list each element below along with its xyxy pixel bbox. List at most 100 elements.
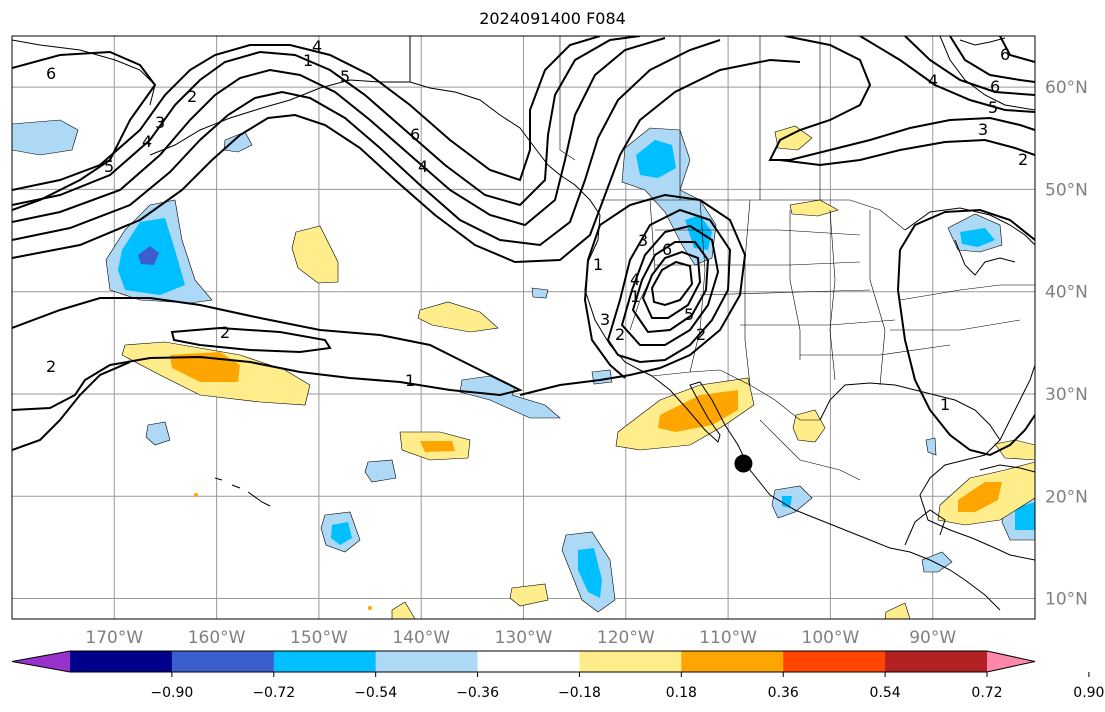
contour-line [949,36,1035,83]
contour-label: 6 [662,240,672,259]
colorbar-segment [273,651,377,672]
contour-label: 6 [46,64,56,83]
contour-line [620,224,720,346]
border-states-2 [655,229,1035,356]
coastline-yucatan [904,509,946,546]
contour-line [12,36,641,207]
contour-label: 2 [1018,150,1028,169]
anomaly-patch [789,199,839,217]
anomaly-patch [591,369,613,385]
lon-tick-label: 100°W [802,628,860,648]
colorbar-segment [783,651,886,672]
colorbar-segment [70,651,173,672]
contour-label: 4 [418,157,428,176]
colorbar: −0.90 −0.72 −0.54 −0.36 −0.18 0.18 0.36 0.54 0.7… [11,650,1104,701]
contour-line [896,208,1035,457]
anomaly-patch [531,287,549,299]
contour-label: 2 [615,325,625,344]
contours [12,36,1035,457]
colorbar-segment [681,651,784,672]
contour-label: 3 [155,113,165,132]
anomaly-patch [658,390,738,432]
contour-line [650,260,694,307]
anomaly-patch [1015,502,1035,530]
anomaly-dot [194,493,198,497]
lon-tick-label: 150°W [290,628,348,648]
anomaly-patch [925,437,937,456]
contour-line [12,361,131,451]
lon-tick-label: 140°W [392,628,450,648]
contour-line [768,36,1035,161]
colorbar-tick-label: 0.54 [870,685,901,701]
contour-line [170,326,332,354]
contour-label: 5 [104,157,114,176]
anomaly-patch [958,482,1002,512]
coastline-alaska [409,36,601,216]
colorbar-tick-label: −0.36 [456,685,499,701]
colorbar-tick-label: 0.36 [768,685,799,701]
anomaly-patch [994,439,1035,461]
contour-label: 5 [988,98,998,117]
anomaly-patch [636,140,676,178]
contour-line [779,138,1035,167]
colorbar-segment [885,651,988,672]
coastline-hudson [939,36,1035,111]
contour-line [12,37,666,227]
coastline-west-us [584,214,653,377]
contour-line [12,36,601,191]
lon-tick-label: 90°W [909,628,956,648]
lat-tick-label: 60°N [1045,78,1088,98]
coastline-central-america [929,559,1001,611]
anomaly-dot [368,606,372,610]
colorbar-tick-label: 0.72 [971,685,1002,701]
lon-tick-label: 120°W [597,628,655,648]
lon-tick-label: 110°W [699,628,757,648]
contour-line [999,36,1035,63]
contour-label: 2 [187,87,197,106]
coastline-hudson-2 [959,37,1006,46]
lat-tick-label: 10°N [1045,590,1088,610]
map-frame [11,35,1036,620]
contour-line [12,50,157,211]
contour-label: 6 [410,125,420,144]
colorbar-tick-label: 0.90 [1073,685,1104,701]
contour-line [519,193,747,396]
coastline-canada-east [904,207,1035,246]
location-marker [734,454,753,473]
border-mexico-states [759,419,861,481]
contour-label-group: 6 5 4 3 2 1 6 4 3 2 1 6 5 4 3 2 1 2 1 2 [46,37,1028,414]
contour-line [641,250,702,319]
lon-tick-labels: 170°W 160°W 150°W 140°W 130°W 120°W 110°W 100°W… [85,628,956,648]
anomaly-patch [364,459,397,483]
contour-label: 1 [940,395,950,414]
lat-tick-label: 20°N [1045,487,1088,507]
lon-tick-label: 130°W [495,628,553,648]
contour-label: 1 [405,371,415,390]
anomaly-patch [331,522,352,545]
contour-label: 2 [696,325,706,344]
anomaly-patch [291,225,339,284]
contour-line [12,39,721,247]
anomaly-patch [417,301,499,333]
anomaly-patch [145,421,171,446]
lat-tick-label: 40°N [1045,283,1088,303]
colorbar-outline [11,650,1036,673]
contour-label: 3 [978,120,988,139]
colorbar-segment [477,651,580,672]
border-alaska-canada [559,36,576,161]
coastline-hawaii [214,477,271,507]
lat-tick-label: 30°N [1045,385,1088,405]
contour-label: 1 [303,51,313,70]
anomaly-patch [391,601,416,619]
anomaly-patch [792,409,826,443]
contour-label: 3 [600,310,610,329]
colorbar-tick-label: −0.72 [252,685,295,701]
colorbar-extend-low [12,651,70,672]
contour-label: 5 [684,305,694,324]
contour-label: 6 [1000,45,1010,64]
contour-label: 2 [220,323,230,342]
anomaly-patch [771,485,813,519]
contour-label: 4 [312,37,322,56]
